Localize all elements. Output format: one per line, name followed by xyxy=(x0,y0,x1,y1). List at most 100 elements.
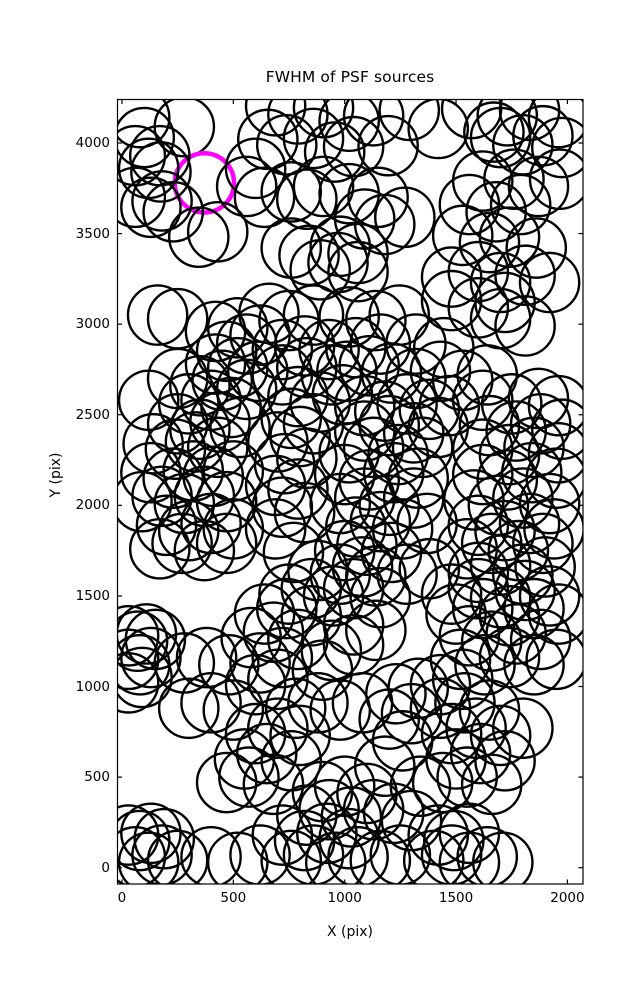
source-circle xyxy=(362,782,425,845)
source-circle xyxy=(465,181,527,243)
source-circle xyxy=(117,610,169,673)
source-circle xyxy=(173,519,236,582)
source-circle xyxy=(133,807,196,870)
source-circle xyxy=(489,173,552,236)
source-circle xyxy=(492,697,554,760)
source-circle xyxy=(313,519,376,582)
source-circle xyxy=(244,498,307,560)
source-circle xyxy=(276,336,338,399)
source-circle xyxy=(456,826,519,884)
source-circle xyxy=(129,124,191,187)
source-circle xyxy=(117,166,167,229)
source-circle xyxy=(376,543,438,606)
source-circle xyxy=(229,304,291,366)
source-circle xyxy=(451,369,514,432)
source-circle xyxy=(345,599,407,662)
y-tick-label: 3500 xyxy=(75,225,110,242)
source-circle xyxy=(527,99,583,149)
x-axis-label: X (pix) xyxy=(326,924,374,940)
source-circle xyxy=(527,421,583,484)
source-circle xyxy=(229,632,291,694)
source-circle xyxy=(512,512,574,575)
source-circle xyxy=(458,679,521,741)
source-circle xyxy=(333,400,396,462)
source-circle xyxy=(235,722,298,785)
source-circle xyxy=(456,344,519,406)
source-circle xyxy=(472,831,534,884)
source-circle xyxy=(318,99,380,153)
source-circle xyxy=(282,824,345,884)
source-circle xyxy=(420,246,483,308)
source-circle xyxy=(313,443,376,506)
y-tick-label: 1500 xyxy=(75,587,110,604)
source-circle xyxy=(131,465,193,528)
source-circle xyxy=(385,347,447,410)
source-circle xyxy=(186,416,249,479)
source-circle xyxy=(447,541,510,604)
source-circle xyxy=(167,206,230,269)
source-circle xyxy=(251,318,314,381)
source-circle xyxy=(186,200,249,263)
source-circle xyxy=(296,802,358,865)
x-tick-label: 1000 xyxy=(327,890,362,906)
source-circle xyxy=(438,173,501,236)
source-circle xyxy=(267,458,329,520)
source-circle xyxy=(229,824,291,884)
y-tick-label: 2500 xyxy=(75,406,110,423)
source-circle xyxy=(527,374,583,437)
y-tick-label: 0 xyxy=(101,859,110,876)
page-title: FWHM of PSF sources xyxy=(265,68,435,86)
source-circle xyxy=(382,402,445,464)
source-circle xyxy=(528,148,583,211)
source-circle xyxy=(209,396,271,459)
source-circle xyxy=(374,186,436,249)
source-circle xyxy=(365,662,427,725)
source-circle xyxy=(420,824,483,884)
source-circle xyxy=(247,411,309,473)
source-circle xyxy=(389,755,452,817)
y-tick-label: 500 xyxy=(84,769,110,786)
source-circle xyxy=(409,677,472,740)
source-circle xyxy=(505,217,568,279)
psf-source-markers xyxy=(117,99,583,884)
source-circle xyxy=(255,113,318,176)
source-circle xyxy=(460,610,523,673)
source-circle xyxy=(117,604,160,667)
source-circle xyxy=(512,104,574,167)
source-circle xyxy=(342,99,405,147)
source-circle xyxy=(347,166,409,229)
source-circle xyxy=(436,746,498,808)
source-circle xyxy=(244,99,307,137)
source-circle xyxy=(131,170,193,232)
source-circle xyxy=(349,566,412,629)
source-circle xyxy=(322,614,385,676)
source-circle xyxy=(117,99,171,149)
source-circle xyxy=(358,688,421,750)
x-tick-label: 0 xyxy=(117,890,127,906)
source-circle xyxy=(438,604,501,667)
source-circle xyxy=(126,284,189,346)
y-tick-label: 1000 xyxy=(75,678,110,695)
source-circle xyxy=(215,155,278,218)
source-circle xyxy=(282,284,345,346)
source-circle xyxy=(469,704,532,767)
source-circle xyxy=(260,829,323,884)
source-circle xyxy=(276,168,338,230)
source-circle xyxy=(180,826,242,884)
source-circle xyxy=(322,115,385,178)
axes-ticks xyxy=(117,99,583,884)
source-circle xyxy=(120,176,182,239)
source-circle xyxy=(454,633,516,696)
source-circle xyxy=(135,494,198,557)
source-circle xyxy=(304,831,367,884)
source-circle xyxy=(476,99,539,147)
source-circle xyxy=(425,583,487,645)
source-circle xyxy=(264,677,327,740)
source-circle xyxy=(224,702,287,765)
source-circle xyxy=(247,648,309,711)
source-circle xyxy=(287,672,349,734)
x-tick-label: 2000 xyxy=(550,890,585,906)
source-circle xyxy=(485,400,547,462)
source-circle xyxy=(195,512,258,575)
